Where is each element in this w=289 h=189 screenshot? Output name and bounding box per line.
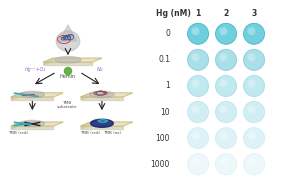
Circle shape bbox=[188, 128, 209, 149]
Circle shape bbox=[219, 79, 227, 87]
Text: TMB (ox): TMB (ox) bbox=[103, 131, 122, 135]
Circle shape bbox=[247, 27, 255, 35]
Ellipse shape bbox=[56, 31, 80, 51]
Polygon shape bbox=[81, 122, 133, 126]
Ellipse shape bbox=[20, 91, 45, 98]
Circle shape bbox=[219, 105, 227, 113]
Circle shape bbox=[216, 154, 237, 175]
Ellipse shape bbox=[90, 91, 114, 98]
Circle shape bbox=[247, 158, 255, 166]
Text: 3: 3 bbox=[251, 9, 257, 18]
Circle shape bbox=[188, 154, 209, 175]
Circle shape bbox=[188, 75, 209, 96]
Circle shape bbox=[188, 49, 209, 70]
Text: 100: 100 bbox=[155, 134, 170, 143]
Text: Hg²⁺+O₂: Hg²⁺+O₂ bbox=[25, 67, 46, 72]
Polygon shape bbox=[11, 97, 53, 100]
Circle shape bbox=[219, 53, 227, 61]
Circle shape bbox=[216, 128, 237, 149]
Polygon shape bbox=[11, 122, 63, 126]
Polygon shape bbox=[44, 58, 102, 62]
Polygon shape bbox=[11, 93, 21, 100]
Text: Hemin: Hemin bbox=[60, 74, 76, 79]
Circle shape bbox=[244, 101, 264, 122]
Polygon shape bbox=[81, 93, 91, 100]
Circle shape bbox=[216, 49, 237, 70]
Polygon shape bbox=[44, 58, 53, 65]
Circle shape bbox=[191, 132, 199, 139]
Circle shape bbox=[191, 53, 199, 61]
Circle shape bbox=[188, 23, 209, 44]
Polygon shape bbox=[44, 62, 92, 65]
Polygon shape bbox=[11, 93, 63, 97]
Circle shape bbox=[247, 132, 255, 139]
Circle shape bbox=[191, 158, 199, 166]
Circle shape bbox=[219, 132, 227, 139]
Circle shape bbox=[244, 154, 264, 175]
Ellipse shape bbox=[55, 57, 81, 63]
Ellipse shape bbox=[20, 120, 45, 127]
Circle shape bbox=[64, 67, 72, 75]
Circle shape bbox=[216, 75, 237, 96]
Polygon shape bbox=[81, 126, 123, 129]
Text: 2: 2 bbox=[223, 9, 229, 18]
Text: 1: 1 bbox=[195, 9, 201, 18]
Circle shape bbox=[191, 105, 199, 113]
Text: 1: 1 bbox=[165, 81, 170, 91]
Text: No: No bbox=[97, 67, 104, 72]
Text: 10: 10 bbox=[160, 108, 170, 117]
Circle shape bbox=[244, 75, 264, 96]
Circle shape bbox=[216, 101, 237, 122]
Polygon shape bbox=[81, 122, 91, 129]
Circle shape bbox=[247, 79, 255, 87]
Text: 1000: 1000 bbox=[151, 160, 170, 169]
Circle shape bbox=[219, 27, 227, 35]
Text: Hg (nM): Hg (nM) bbox=[156, 9, 191, 18]
Text: TMB (red): TMB (red) bbox=[9, 131, 29, 135]
Circle shape bbox=[244, 49, 264, 70]
Circle shape bbox=[188, 101, 209, 122]
Circle shape bbox=[244, 128, 264, 149]
Text: 0.1: 0.1 bbox=[158, 55, 170, 64]
Polygon shape bbox=[11, 122, 21, 129]
Polygon shape bbox=[81, 97, 123, 100]
Circle shape bbox=[247, 105, 255, 113]
Circle shape bbox=[219, 158, 227, 166]
Circle shape bbox=[244, 23, 264, 44]
Polygon shape bbox=[11, 126, 53, 129]
Circle shape bbox=[216, 23, 237, 44]
Polygon shape bbox=[81, 93, 133, 97]
Text: 0: 0 bbox=[165, 29, 170, 38]
Text: TMB (red): TMB (red) bbox=[80, 131, 100, 135]
Circle shape bbox=[191, 79, 199, 87]
Text: TMB
substrate: TMB substrate bbox=[57, 101, 77, 109]
Circle shape bbox=[247, 53, 255, 61]
Polygon shape bbox=[59, 25, 77, 41]
Circle shape bbox=[191, 27, 199, 35]
Ellipse shape bbox=[91, 119, 113, 127]
